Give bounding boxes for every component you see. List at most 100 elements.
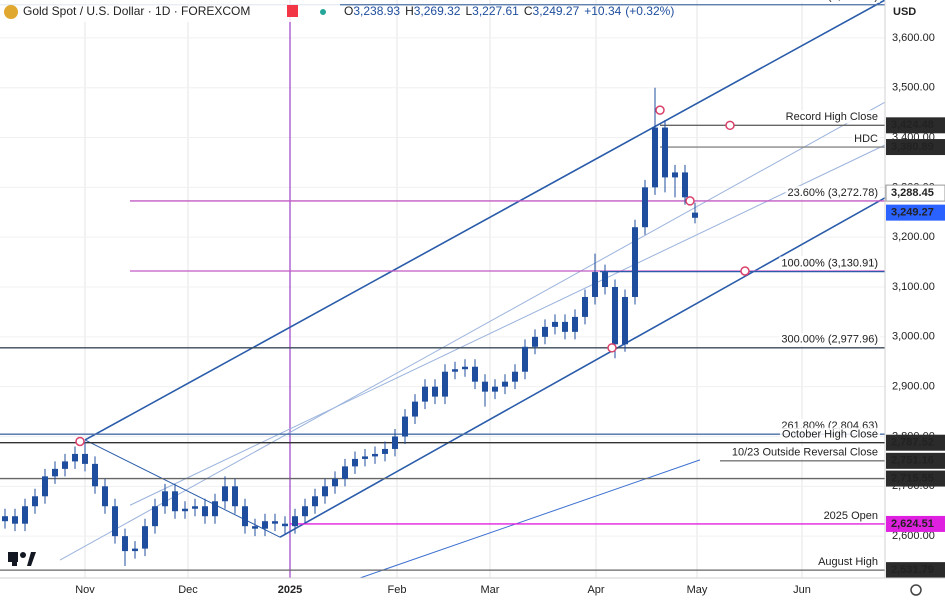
candle-body xyxy=(332,478,338,487)
candle-body xyxy=(102,486,108,507)
candle-body xyxy=(372,453,378,457)
candle-body xyxy=(452,369,458,372)
price-tag xyxy=(886,434,945,451)
candle-body xyxy=(262,521,268,529)
candle-body xyxy=(22,506,28,524)
y-tick-label: 3,600.00 xyxy=(892,32,935,44)
candle-body xyxy=(282,523,288,527)
candle-body xyxy=(272,521,278,524)
candle-body xyxy=(72,453,78,462)
pivot-marker xyxy=(685,196,695,206)
candle-body xyxy=(502,381,508,387)
candle-body xyxy=(482,381,488,392)
level-label: 23.60% (3,272.78) xyxy=(787,187,878,199)
candle-body xyxy=(582,296,588,317)
candle-body xyxy=(292,516,298,527)
ohlc-key: L xyxy=(465,4,472,18)
price-tag xyxy=(885,184,945,202)
candle-body xyxy=(232,486,238,507)
candle-body xyxy=(362,456,368,459)
price-tag-label: 3,249.27 xyxy=(891,207,934,219)
price-tag xyxy=(886,515,945,532)
candle-body xyxy=(62,461,68,469)
change: +10.34 xyxy=(584,4,621,18)
y-tick-label: 3,200.00 xyxy=(892,231,935,243)
y-tick-label: 3,100.00 xyxy=(892,281,935,293)
candle-body xyxy=(412,401,418,417)
candle-body xyxy=(592,272,598,297)
candle-body xyxy=(632,227,638,297)
level-label: Record High Close xyxy=(786,111,878,123)
candle-body xyxy=(32,496,38,507)
pivot-marker xyxy=(725,120,735,131)
candle-body xyxy=(92,463,98,487)
candle-body xyxy=(222,486,228,502)
candle-body xyxy=(432,386,438,397)
level-label: 10/23 Outside Reversal Close xyxy=(732,447,878,459)
candle-body xyxy=(182,508,188,512)
candle-body xyxy=(122,536,128,552)
pivot-marker xyxy=(740,266,750,276)
level-label: 300.00% (2,977.96) xyxy=(781,334,878,346)
x-tick-label: May xyxy=(687,584,708,596)
price-tag-label: 2,624.51 xyxy=(891,518,934,530)
level-label-bg xyxy=(816,555,880,569)
candle-body xyxy=(562,321,568,332)
price-tag xyxy=(886,139,945,156)
candle-body xyxy=(252,526,258,529)
price-tag-label: 2,531.79 xyxy=(891,564,934,576)
candle-body xyxy=(602,272,608,288)
candle-body xyxy=(522,346,528,372)
candle-body xyxy=(642,187,648,228)
ohlc-value: 3,238.93 xyxy=(353,4,400,18)
price-tag xyxy=(886,117,945,134)
candle-body xyxy=(162,491,168,507)
candle-body xyxy=(652,127,658,188)
pivot-marker xyxy=(607,343,617,353)
candle-body xyxy=(302,506,308,517)
ohlc-value: 3,227.61 xyxy=(472,4,519,18)
level-label: August High xyxy=(818,556,878,568)
candle-body xyxy=(2,516,8,522)
y-tick-label: 3,500.00 xyxy=(892,82,935,94)
candle-body xyxy=(112,506,118,537)
price-tag xyxy=(886,562,945,579)
ohlc-key: H xyxy=(405,4,414,18)
candle-body xyxy=(572,316,578,332)
ohlc-value: 3,269.32 xyxy=(414,4,461,18)
candle-body xyxy=(552,321,558,327)
candle-body xyxy=(442,371,448,397)
currency[interactable]: USD xyxy=(893,6,916,18)
x-tick-label: Jun xyxy=(793,584,811,596)
flag-icon[interactable] xyxy=(287,5,298,17)
candle-body xyxy=(462,366,468,370)
tradingview-logo[interactable] xyxy=(8,552,36,566)
candle-body xyxy=(342,466,348,479)
candle-body xyxy=(622,296,628,345)
level-label: 300.00% (3,666.50) xyxy=(781,0,878,3)
candle-body xyxy=(542,326,548,337)
candle-body xyxy=(52,468,58,477)
ohlc-key: C xyxy=(524,4,533,18)
y-tick-label: 3,000.00 xyxy=(892,331,935,343)
settings-icon[interactable] xyxy=(910,584,922,596)
level-label: 2025 Open xyxy=(824,510,878,522)
candle-body xyxy=(692,212,698,218)
candle-body xyxy=(212,501,218,517)
candle-body xyxy=(672,172,678,178)
level-label: October High Close xyxy=(782,429,878,441)
candle-body xyxy=(322,486,328,497)
channel-line xyxy=(129,144,886,506)
x-tick-label: Dec xyxy=(178,584,198,596)
candle-body xyxy=(662,127,668,178)
candle-body xyxy=(12,516,18,524)
header-bg xyxy=(0,0,340,22)
candle-body xyxy=(242,506,248,527)
price-tag-label: 3,380.89 xyxy=(891,141,934,153)
logo-part xyxy=(27,552,36,566)
candle-body xyxy=(142,526,148,549)
candle-body xyxy=(472,366,478,382)
candle-body xyxy=(512,371,518,382)
ohlc-readout: O3,238.93 H3,269.32 L3,227.61 C3,249.27 +10.… xyxy=(344,4,674,18)
